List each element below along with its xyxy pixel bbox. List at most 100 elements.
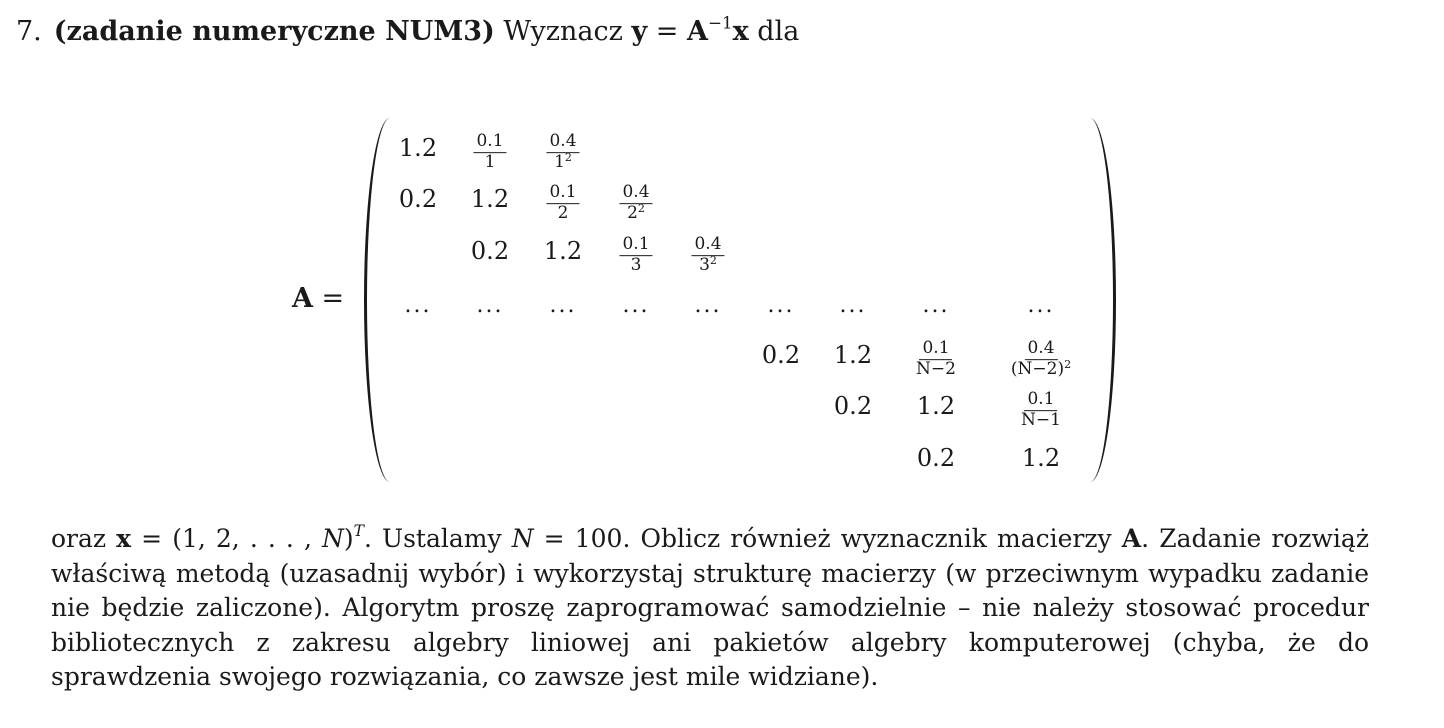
fraction-numerator: 0.1 — [546, 183, 580, 204]
ellipsis: ... — [622, 293, 650, 318]
matrix-cell: 1.2 — [917, 392, 955, 420]
matrix-label: A = — [292, 283, 344, 314]
fraction-denominator: 3 — [628, 256, 645, 275]
denominator-base: 1 — [554, 152, 565, 172]
fraction-denominator: N−1 — [1018, 411, 1064, 430]
denominator-base: 3 — [630, 255, 642, 275]
fraction-numerator: 0.1 — [919, 339, 953, 360]
fraction-denominator: 32 — [696, 253, 720, 275]
ellipsis: ... — [922, 293, 950, 318]
matrix-value: 1.2 — [470, 185, 510, 213]
ellipsis: ... — [839, 293, 867, 318]
heading-tail: dla — [748, 16, 800, 47]
matrix-value: 1.2 — [398, 134, 438, 162]
matrix-symbol-inline: A — [1121, 524, 1142, 553]
matrix-value: 0.2 — [916, 444, 956, 472]
vector-y: y — [631, 16, 648, 47]
matrix-cell: ... — [623, 290, 650, 318]
matrix-value: 1.2 — [1021, 444, 1061, 472]
matrix-cell: 0.2 — [917, 444, 955, 472]
problem-heading: 7. (zadanie numeryczne NUM3) Wyznacz y = … — [16, 14, 800, 47]
matrix-cell: ... — [1028, 290, 1055, 318]
matrix-fraction: 0.4 22 — [619, 183, 653, 223]
matrix-cell: ... — [923, 290, 950, 318]
description-text: . Ustalamy — [364, 524, 512, 553]
fraction-numerator: 0.4 — [619, 183, 653, 204]
vector-definition: = (1, 2, . . . , — [131, 524, 323, 553]
fraction-denominator: (N−2)2 — [1008, 357, 1074, 379]
matrix-fraction: 0.1 N−2 — [913, 339, 959, 379]
matrix-value: 1.2 — [543, 237, 583, 265]
denominator-base: 2 — [557, 203, 569, 223]
matrix-fraction: 0.1 2 — [546, 183, 580, 223]
transpose-symbol: T — [353, 522, 364, 541]
matrix-cell: 1.2 — [544, 237, 582, 265]
matrix-label-equals: = — [312, 283, 345, 314]
denominator-base: 3 — [699, 255, 710, 275]
denominator-base: 1 — [484, 152, 496, 172]
matrix-fraction: 0.4 (N−2)2 — [1008, 339, 1074, 379]
problem-description: oraz x = (1, 2, . . . , N)T. Ustalamy N … — [51, 522, 1369, 695]
matrix-cell: 0.1 3 — [619, 227, 653, 275]
matrix-fraction: 0.1 3 — [619, 235, 653, 275]
matrix-cell: ... — [405, 290, 432, 318]
matrix-value: 0.2 — [398, 185, 438, 213]
vector-x: x — [732, 16, 749, 47]
matrix-value: 0.2 — [761, 341, 801, 369]
matrix-cell: 0.1 N−1 — [1018, 382, 1064, 430]
matrix-fraction: 0.1 1 — [473, 132, 507, 172]
fraction-denominator: 1 — [482, 153, 499, 172]
matrix-cell: ... — [477, 290, 504, 318]
problem-lead: Wyznacz — [503, 16, 623, 47]
description-text: . Zadanie rozwiąż właściwą metodą (uzasa… — [51, 524, 1370, 691]
fraction-denominator: 22 — [624, 201, 648, 223]
fraction-numerator: 0.4 — [691, 235, 725, 256]
matrix-value: 1.2 — [833, 341, 873, 369]
matrix-cell: 1.2 — [1022, 444, 1060, 472]
description-text: oraz — [51, 524, 117, 553]
matrix-value: 0.2 — [833, 392, 873, 420]
var-n: N — [511, 524, 534, 553]
matrix-cell: ... — [768, 290, 795, 318]
denominator-exponent: 2 — [637, 201, 645, 215]
matrix-cell: ... — [550, 290, 577, 318]
matrix-cell: 0.2 — [399, 185, 437, 213]
vector-close: ) — [343, 524, 354, 553]
matrix-value: 1.2 — [916, 392, 956, 420]
matrix-cell: 0.1 N−2 — [913, 331, 959, 379]
fraction-denominator: N−2 — [913, 360, 959, 379]
fraction-numerator: 0.1 — [473, 132, 507, 153]
matrix-cell: 0.4 (N−2)2 — [1008, 331, 1074, 379]
left-parenthesis — [364, 118, 390, 482]
matrix-cell: ... — [695, 290, 722, 318]
matrix-symbol: A — [686, 16, 708, 47]
matrix-cell: 1.2 — [471, 185, 509, 213]
matrix-value: 0.2 — [470, 237, 510, 265]
denominator-exponent: 2 — [1064, 357, 1072, 371]
ellipsis: ... — [1027, 293, 1055, 318]
matrix-fraction: 0.1 N−1 — [1018, 390, 1064, 430]
matrix-cell: 0.2 — [471, 237, 509, 265]
matrix-fraction: 0.4 32 — [691, 235, 725, 275]
matrix-cell: ... — [840, 290, 867, 318]
denominator-exponent: 2 — [709, 253, 717, 267]
matrix-label-symbol: A — [292, 283, 313, 314]
matrix-cell: 0.1 1 — [473, 124, 507, 172]
matrix-cell: 0.2 — [834, 392, 872, 420]
ellipsis: ... — [767, 293, 795, 318]
vector-x-symbol: x — [116, 524, 132, 553]
ellipsis: ... — [549, 293, 577, 318]
denominator-base: N−1 — [1021, 410, 1061, 430]
matrix-cell: 0.4 12 — [546, 124, 580, 172]
ellipsis: ... — [476, 293, 504, 318]
ellipsis: ... — [694, 293, 722, 318]
fraction-numerator: 0.4 — [546, 132, 580, 153]
var-n: N — [322, 524, 344, 553]
equals-sign: = — [647, 16, 687, 47]
denominator-base: 2 — [627, 203, 638, 223]
matrix-fraction: 0.4 12 — [546, 132, 580, 172]
denominator-base: (N−2) — [1010, 359, 1065, 379]
problem-title: (zadanie numeryczne NUM3) — [53, 16, 495, 47]
matrix-cell: 0.4 22 — [619, 175, 653, 223]
fraction-numerator: 0.1 — [619, 235, 653, 256]
